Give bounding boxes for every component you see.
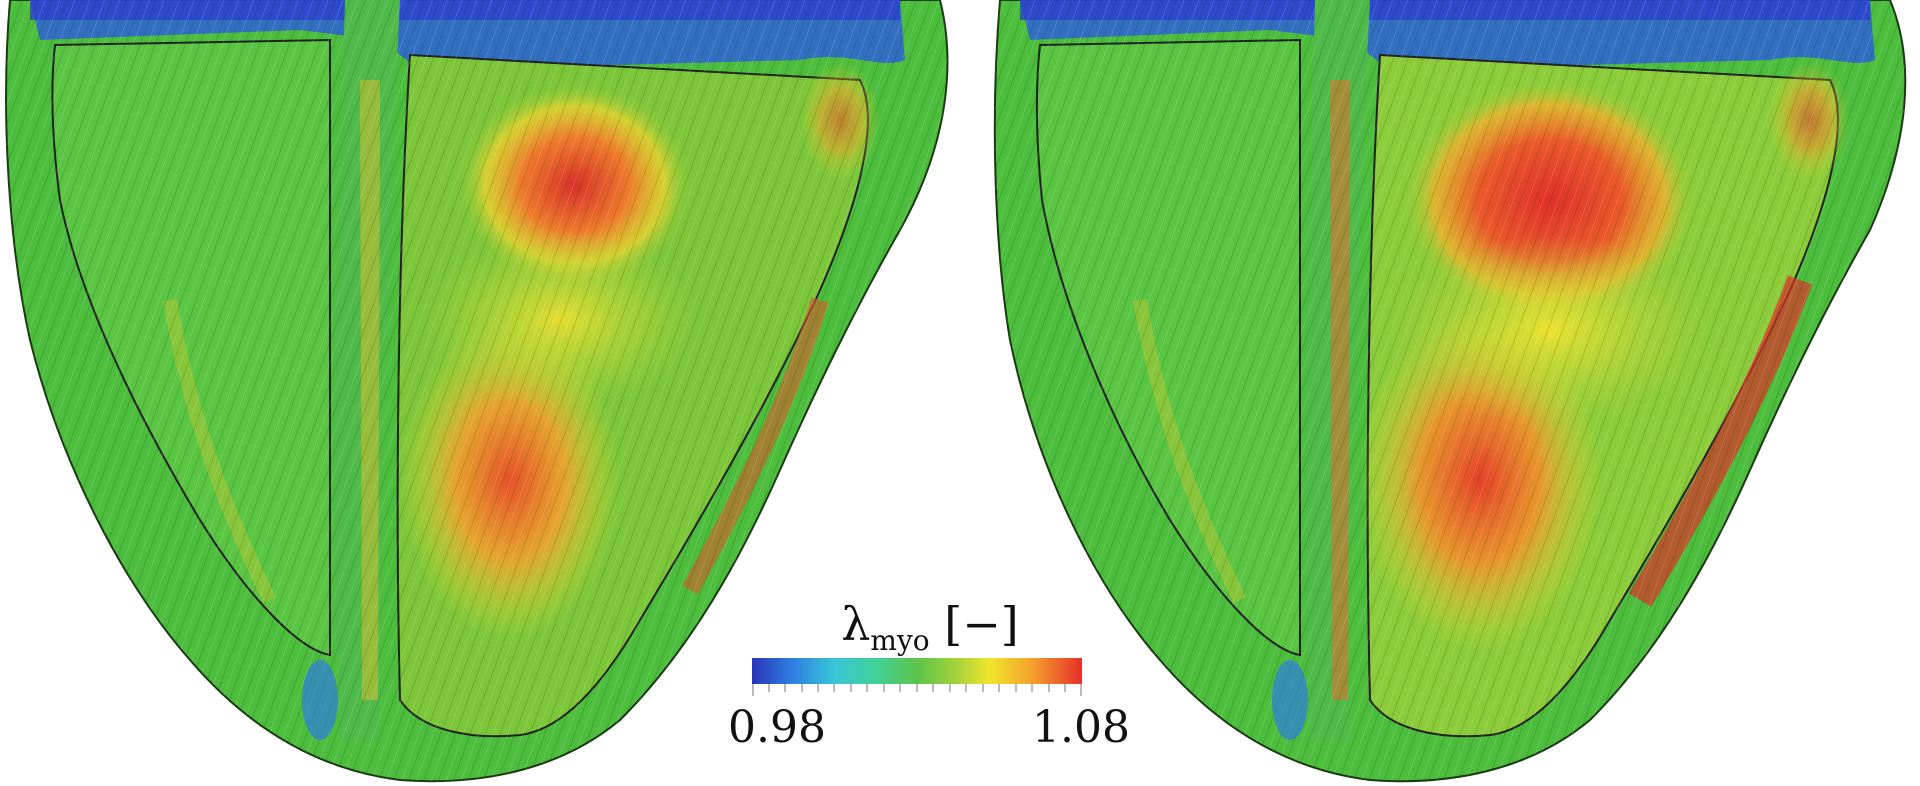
- left-heart-panel: [5, 0, 949, 783]
- colorbar: λmyo [−] 0.98 1.08: [728, 596, 1130, 782]
- colorbar-label-symbol: λ: [841, 597, 871, 651]
- right-heart-panel: [993, 0, 1907, 783]
- colorbar-label: λmyo [−]: [740, 596, 1120, 669]
- colorbar-gradient: [752, 658, 1082, 684]
- colorbar-ticks: [752, 684, 1082, 696]
- colorbar-label-unit: [−]: [944, 597, 1019, 651]
- colorbar-min-label: 0.98: [728, 702, 826, 753]
- colorbar-label-subscript: myo: [870, 624, 930, 657]
- colorbar-max-label: 1.08: [1032, 702, 1130, 753]
